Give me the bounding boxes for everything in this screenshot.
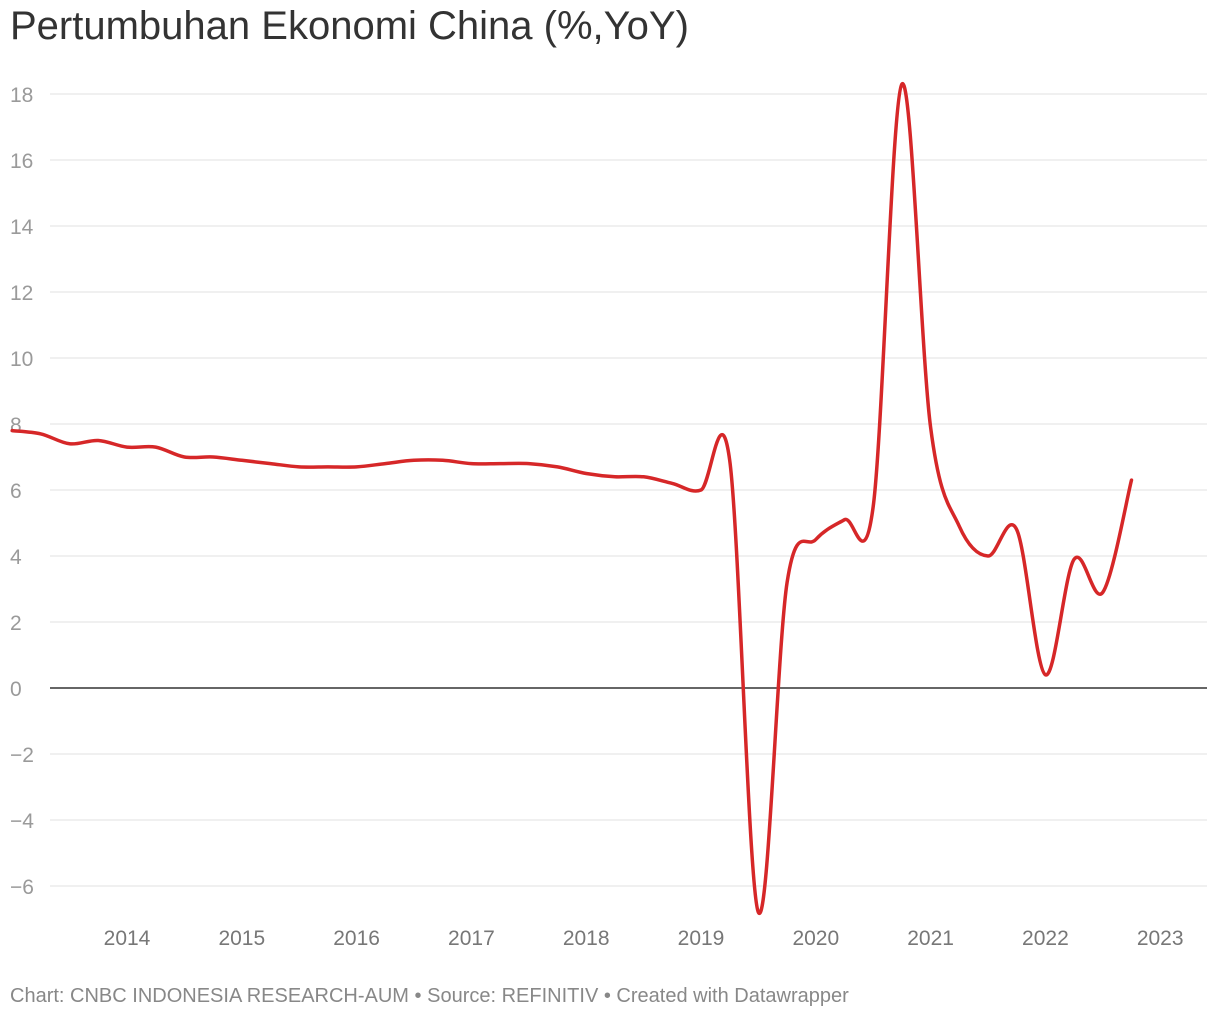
x-tick-label: 2023 [1137, 927, 1184, 950]
y-tick-label: 8 [10, 414, 22, 437]
series-line [10, 82, 1134, 915]
x-tick-label: 2016 [333, 927, 380, 950]
footer-chart-label: Chart: [10, 985, 65, 1007]
y-tick-label: −2 [10, 744, 34, 767]
x-tick-label: 2022 [1022, 927, 1069, 950]
x-tick-label: 2017 [448, 927, 495, 950]
y-axis-labels: 18 16 14 12 10 8 6 4 2 0 −2 −4 −6 [10, 84, 34, 899]
x-tick-label: 2015 [218, 927, 265, 950]
y-tick-label: 14 [10, 216, 34, 239]
y-tick-label: 6 [10, 480, 22, 503]
x-tick-label: 2020 [792, 927, 839, 950]
y-tick-label: 2 [10, 612, 22, 635]
y-tick-label: 12 [10, 282, 33, 305]
footer-chart-source: CNBC INDONESIA RESEARCH-AUM [70, 985, 409, 1007]
footer-source-label: Source: [427, 985, 497, 1007]
y-tick-label: 4 [10, 546, 22, 569]
y-tick-label: 0 [10, 678, 22, 701]
y-tick-label: 18 [10, 84, 33, 107]
footer-source-value: REFINITIV [501, 985, 599, 1007]
x-tick-label: 2018 [563, 927, 610, 950]
y-tick-label: −6 [10, 876, 34, 899]
grid-lines [50, 93, 1207, 887]
x-axis-labels: 2014 2015 2016 2017 2018 2019 2020 2021 2022 2023 [104, 927, 1184, 950]
y-tick-label: −4 [10, 810, 34, 833]
footer-separator: • [603, 985, 611, 1007]
y-tick-label: 10 [10, 348, 33, 371]
chart-title: Pertumbuhan Ekonomi China (%,YoY) [10, 4, 689, 48]
x-tick-label: 2014 [104, 927, 151, 950]
series-group [10, 82, 1134, 915]
chart-footer: Chart: CNBC INDONESIA RESEARCH-AUM • Sou… [10, 985, 849, 1008]
footer-separator: • [414, 985, 422, 1007]
x-tick-label: 2019 [678, 927, 725, 950]
x-tick-label: 2021 [907, 927, 954, 950]
y-tick-label: 16 [10, 150, 33, 173]
footer-created-with: Created with Datawrapper [616, 985, 849, 1007]
